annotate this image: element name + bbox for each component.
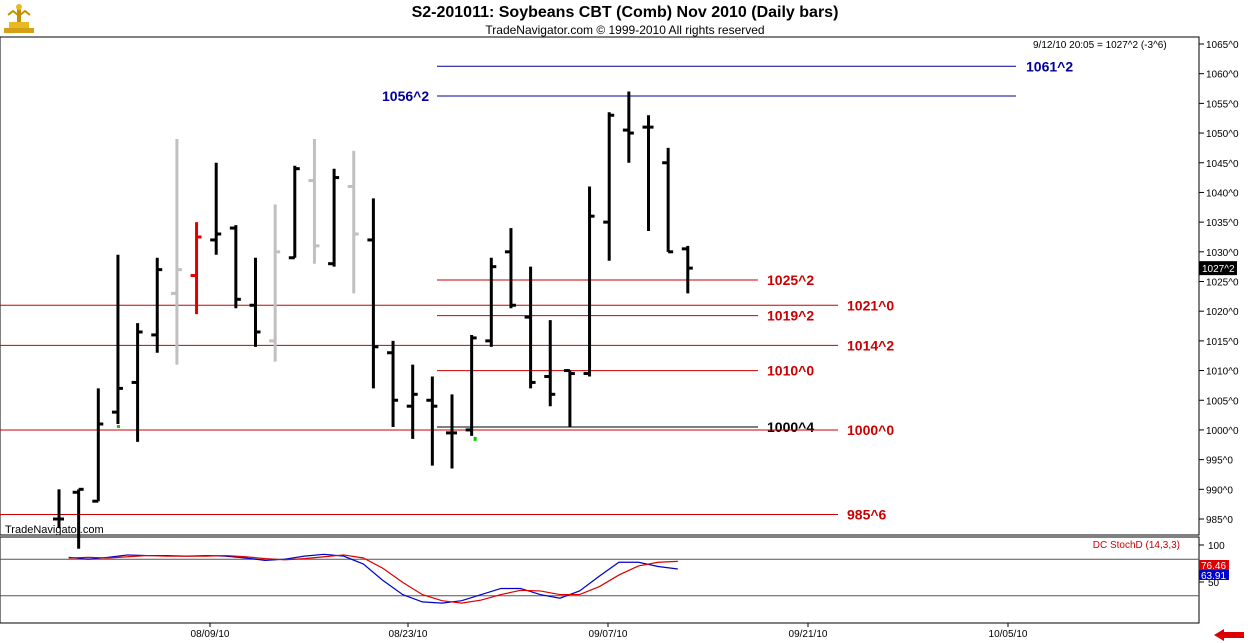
stoch-title: DC StochD (14,3,3) bbox=[1093, 540, 1180, 551]
last-price-tag bbox=[1199, 261, 1237, 276]
ohlc-bar bbox=[151, 257, 163, 353]
y-tick-label: 1005^0 bbox=[1206, 396, 1239, 407]
y-tick-label: 1030^0 bbox=[1206, 248, 1239, 259]
x-tick-label: 09/07/10 bbox=[589, 629, 628, 640]
ohlc-bar bbox=[210, 162, 222, 255]
ohlc-bar bbox=[72, 487, 84, 549]
ohlc-bar bbox=[681, 245, 693, 294]
ohlc-bar bbox=[446, 394, 457, 469]
ohlc-bar bbox=[288, 165, 300, 260]
stoch-last-tag bbox=[1199, 560, 1229, 570]
chart-title: S2-201011: Soybeans CBT (Comb) Nov 2010 … bbox=[411, 4, 839, 21]
ohlc-bar bbox=[269, 204, 281, 362]
ohlc-bar bbox=[603, 112, 615, 261]
y-tick-label: 1010^0 bbox=[1206, 367, 1239, 378]
ohlc-bar bbox=[622, 91, 634, 163]
y-tick-label: 1040^0 bbox=[1206, 188, 1239, 199]
levels-layer: 1061^2 1056^2 1025^2 1021^0 1019^2 1014^2 1010… bbox=[0, 58, 1073, 523]
ohlc-bar bbox=[406, 364, 418, 439]
level-label: 1014^2 bbox=[847, 337, 894, 353]
x-tick-label: 08/09/10 bbox=[191, 629, 230, 640]
ohlc-bar bbox=[347, 150, 359, 294]
y-tick-label: 1065^0 bbox=[1206, 40, 1239, 51]
level-label: 1000^4 bbox=[767, 419, 814, 435]
ohlc-bar bbox=[524, 266, 536, 389]
y-tick-label: 1035^0 bbox=[1206, 218, 1239, 229]
stoch-last-label: 63.91 bbox=[1201, 571, 1226, 582]
ohlc-bar bbox=[308, 139, 320, 264]
ohlc-bar bbox=[563, 369, 575, 427]
signal-marker bbox=[116, 425, 120, 428]
ohlc-bar bbox=[170, 139, 182, 365]
chart-header: S2-201011: Soybeans CBT (Comb) Nov 2010 … bbox=[0, 0, 1250, 40]
info-readout: 9/12/10 20:05 = 1027^2 (-3^6) bbox=[1033, 40, 1167, 51]
stoch-series-line bbox=[68, 554, 678, 604]
panel-frames bbox=[0, 36, 1200, 624]
date-x-axis: 08/09/10 08/23/10 09/07/10 09/21/10 10/05/10 bbox=[191, 623, 1028, 640]
last-price-label: 1027^2 bbox=[1202, 264, 1235, 275]
ohlc-bar bbox=[92, 388, 104, 503]
level-label: 1056^2 bbox=[382, 88, 429, 104]
ohlc-bar bbox=[583, 186, 595, 377]
stoch-last-label: 76.46 bbox=[1201, 561, 1226, 572]
bars-layer bbox=[53, 91, 693, 549]
level-label: 1010^0 bbox=[767, 363, 814, 379]
ohlc-bar bbox=[465, 334, 477, 436]
stoch-y-tick-label: 50 bbox=[1208, 578, 1220, 589]
ohlc-bar bbox=[642, 115, 654, 232]
y-tick-label: 995^0 bbox=[1206, 456, 1233, 467]
y-tick-label: 1000^0 bbox=[1206, 426, 1239, 437]
ohlc-bar bbox=[485, 257, 497, 347]
chart-subtitle: TradeNavigator.com © 1999-2010 All right… bbox=[485, 23, 765, 37]
stoch-last-tag bbox=[1199, 570, 1229, 580]
watermark-text: TradeNavigator.com bbox=[5, 524, 104, 536]
ohlc-bar bbox=[190, 222, 202, 315]
ohlc-bar bbox=[131, 323, 143, 442]
price-panel-frame bbox=[0, 36, 1200, 536]
level-label: 1021^0 bbox=[847, 297, 894, 313]
y-tick-label: 1020^0 bbox=[1206, 307, 1239, 318]
trade-navigator-logo-icon bbox=[4, 4, 34, 33]
ohlc-bar bbox=[662, 147, 674, 254]
ohlc-bar bbox=[111, 254, 123, 424]
x-tick-label: 10/05/10 bbox=[989, 629, 1028, 640]
y-tick-label: 1055^0 bbox=[1206, 99, 1239, 110]
ohlc-bar bbox=[53, 489, 64, 528]
y-tick-label: 990^0 bbox=[1206, 485, 1233, 496]
ohlc-bar bbox=[504, 228, 516, 309]
y-tick-label: 1025^0 bbox=[1206, 278, 1239, 289]
ohlc-bar bbox=[229, 225, 241, 309]
level-label: 1025^2 bbox=[767, 272, 814, 288]
y-tick-label: 985^0 bbox=[1206, 515, 1233, 526]
ohlc-bar bbox=[544, 320, 556, 407]
stoch-y-tick-label: 100 bbox=[1208, 541, 1225, 552]
y-tick-label: 1015^0 bbox=[1206, 337, 1239, 348]
signal-marker bbox=[473, 436, 477, 441]
level-label: 1019^2 bbox=[767, 308, 814, 324]
level-label: 1000^0 bbox=[847, 422, 894, 438]
ohlc-bar bbox=[328, 168, 340, 267]
y-tick-label: 1045^0 bbox=[1206, 159, 1239, 170]
stoch-panel-frame bbox=[0, 536, 1200, 624]
ohlc-bar bbox=[387, 340, 399, 427]
ohlc-bar bbox=[249, 257, 261, 347]
level-label: 985^6 bbox=[847, 507, 887, 523]
y-tick-label: 1060^0 bbox=[1206, 70, 1239, 81]
ohlc-bar bbox=[426, 376, 438, 466]
ohlc-bar bbox=[367, 198, 379, 389]
scroll-left-arrow-icon[interactable] bbox=[1214, 629, 1244, 641]
x-tick-label: 09/21/10 bbox=[789, 629, 828, 640]
y-tick-label: 1050^0 bbox=[1206, 129, 1239, 140]
price-y-axis: 985^0 990^0 995^0 1000^0 1005^0 1010^0 1015^0 1… bbox=[1199, 40, 1239, 526]
level-label: 1061^2 bbox=[1026, 58, 1073, 74]
x-tick-label: 08/23/10 bbox=[389, 629, 428, 640]
